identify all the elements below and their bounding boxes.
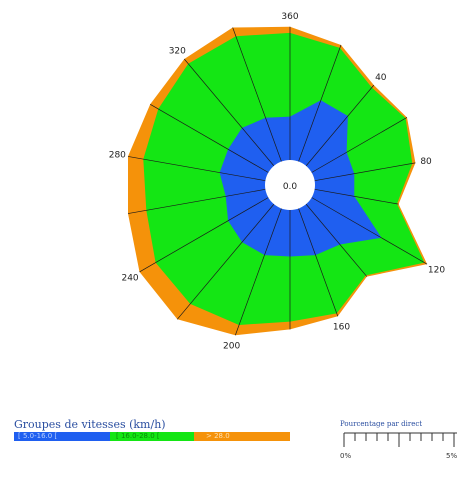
center-hole (265, 160, 315, 210)
legend-title: Groupes de vitesses (km/h) (14, 418, 166, 431)
legend-swatch-green (110, 432, 194, 441)
spoke-20 (298, 44, 342, 162)
spoke-200 (234, 208, 282, 336)
scale-title: Pourcentage par direct (340, 420, 423, 428)
scale-max-label: 5% (446, 452, 457, 460)
legend-label-orange: > 28.0 (206, 432, 230, 440)
direction-label-80: 80 (420, 157, 432, 167)
spoke-100 (314, 188, 399, 205)
spoke-260 (127, 188, 266, 214)
direction-label-320: 320 (169, 47, 186, 57)
spoke-300 (150, 103, 269, 173)
spoke-320 (183, 58, 275, 167)
direction-label-160: 160 (333, 322, 350, 332)
direction-label-240: 240 (121, 273, 138, 283)
spoke-80 (314, 162, 416, 182)
legend-swatch-orange (194, 432, 290, 441)
scale-min-label: 0% (340, 452, 352, 460)
direction-label-200: 200 (223, 341, 240, 351)
spoke-340 (232, 27, 282, 162)
spoke-60 (311, 117, 408, 173)
direction-label-280: 280 (109, 151, 126, 161)
wind-rose-chart: 0.0 360 40 80 120 160 200 240 280 320 (109, 12, 446, 352)
direction-label-120: 120 (428, 266, 445, 276)
legend-label-blue: [ 5.0-16.0 [ (18, 432, 58, 440)
legend-label-green: [ 16.0-28.0 [ (116, 432, 160, 440)
direction-label-360: 360 (281, 12, 298, 22)
spoke-240 (139, 197, 269, 273)
spoke-40 (305, 84, 375, 167)
legend-swatch-blue (14, 432, 110, 441)
spoke-140 (305, 203, 368, 277)
spoke-120 (311, 197, 428, 265)
percentage-scale-ruler (343, 432, 457, 447)
spoke-280 (127, 156, 266, 182)
spoke-160 (298, 208, 339, 317)
direction-label-40: 40 (375, 73, 387, 83)
center-label: 0.0 (283, 182, 298, 192)
spoke-220 (177, 203, 275, 320)
